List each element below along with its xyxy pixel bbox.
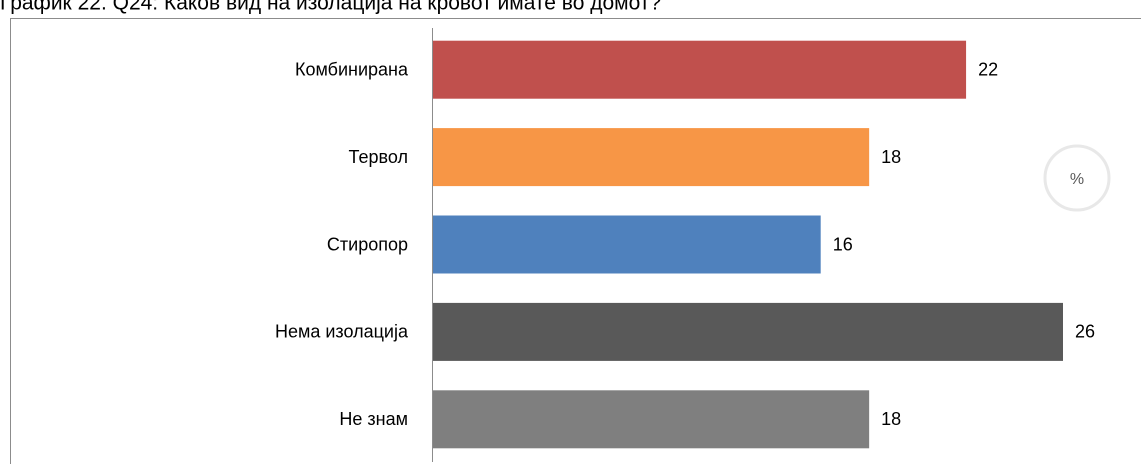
bar: [433, 40, 967, 99]
bar: [433, 302, 1063, 361]
data-label: 26: [1075, 322, 1095, 342]
unit-label: %: [1070, 171, 1084, 188]
data-label: 22: [978, 59, 998, 79]
data-label: 18: [881, 409, 901, 429]
category-label: Не знам: [339, 409, 408, 429]
bar: [433, 128, 870, 187]
unit-badge: [1043, 144, 1111, 212]
data-label: 18: [881, 147, 901, 167]
chart-title: График 22. Q24: Каков вид на изолација н…: [0, 0, 661, 15]
bar: [433, 390, 870, 449]
category-label: Нема изолација: [275, 322, 409, 342]
chart-frame: [10, 18, 1141, 464]
category-label: Стиропор: [327, 234, 408, 254]
category-label: Тервол: [349, 147, 408, 167]
bar: [433, 215, 821, 274]
data-label: 16: [833, 234, 853, 254]
category-label: Комбинирана: [295, 59, 409, 79]
